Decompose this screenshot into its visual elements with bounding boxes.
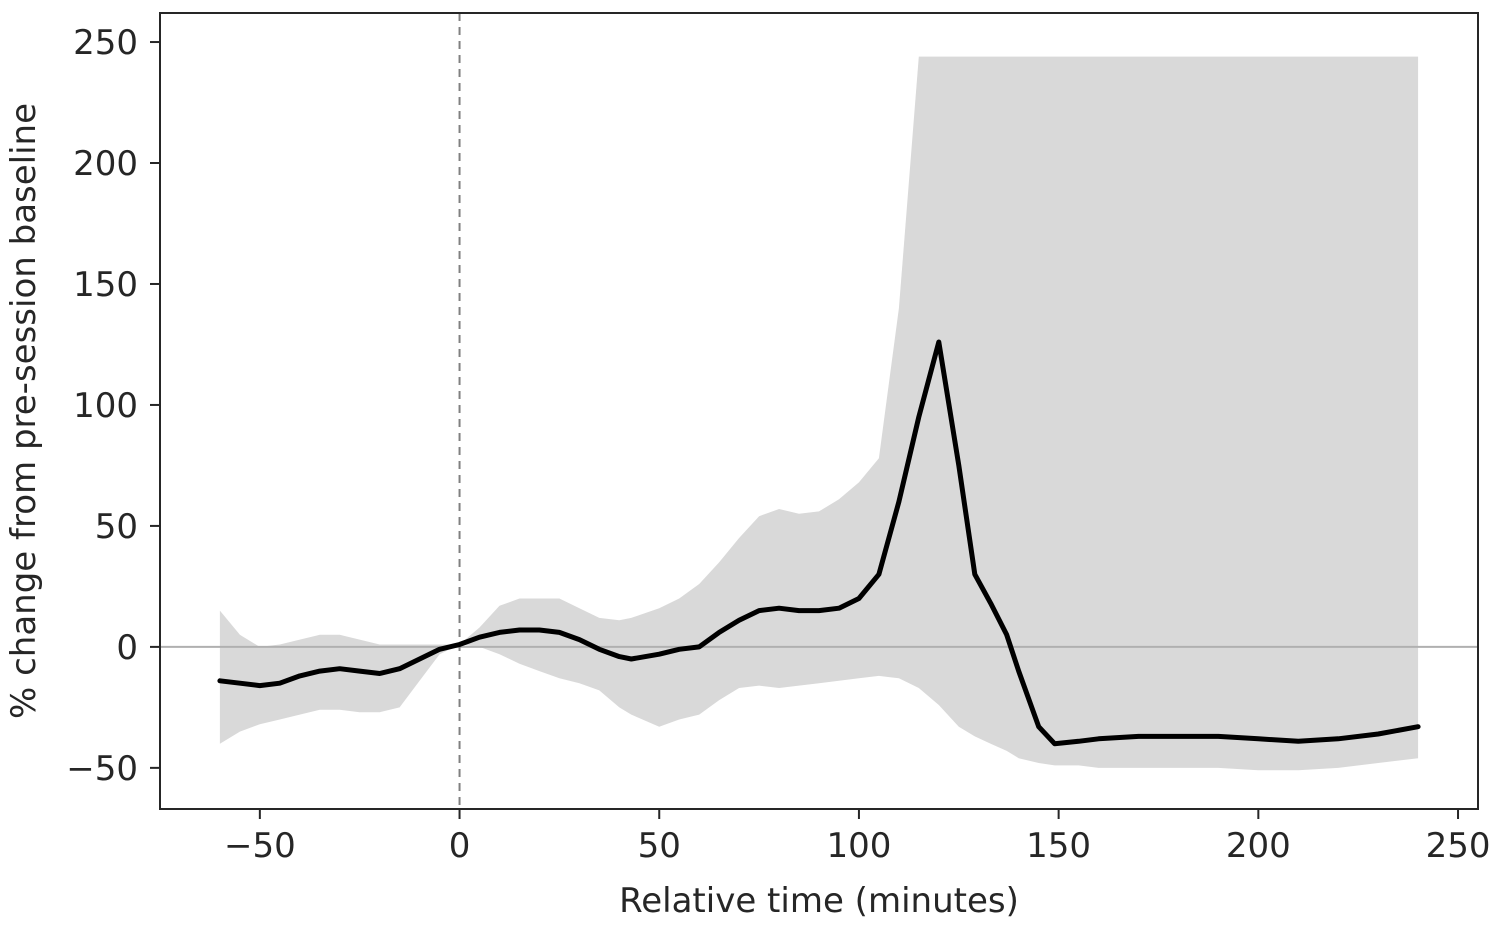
y-tick-label: 100 <box>73 386 138 426</box>
y-tick-label: 150 <box>73 265 138 305</box>
y-axis-label: % change from pre-session baseline <box>4 103 44 719</box>
plot-frame <box>159 12 1479 810</box>
y-tick-label: 50 <box>95 507 138 547</box>
x-axis-label: Relative time (minutes) <box>619 881 1019 921</box>
confidence-band <box>219 56 1419 771</box>
x-tick-label: 0 <box>449 826 471 866</box>
y-tick-label: 200 <box>73 144 138 184</box>
x-tick-label: 250 <box>1426 826 1491 866</box>
x-tick-label: 150 <box>1026 826 1091 866</box>
y-tick-label: 0 <box>116 628 138 668</box>
x-tick-label: 200 <box>1226 826 1291 866</box>
x-tick-label: 100 <box>826 826 891 866</box>
y-tick-label: 250 <box>73 23 138 63</box>
x-tick-label: −50 <box>224 826 296 866</box>
series-line <box>217 339 1421 747</box>
x-tick-label: 50 <box>638 826 681 866</box>
y-tick-label: −50 <box>66 749 138 789</box>
